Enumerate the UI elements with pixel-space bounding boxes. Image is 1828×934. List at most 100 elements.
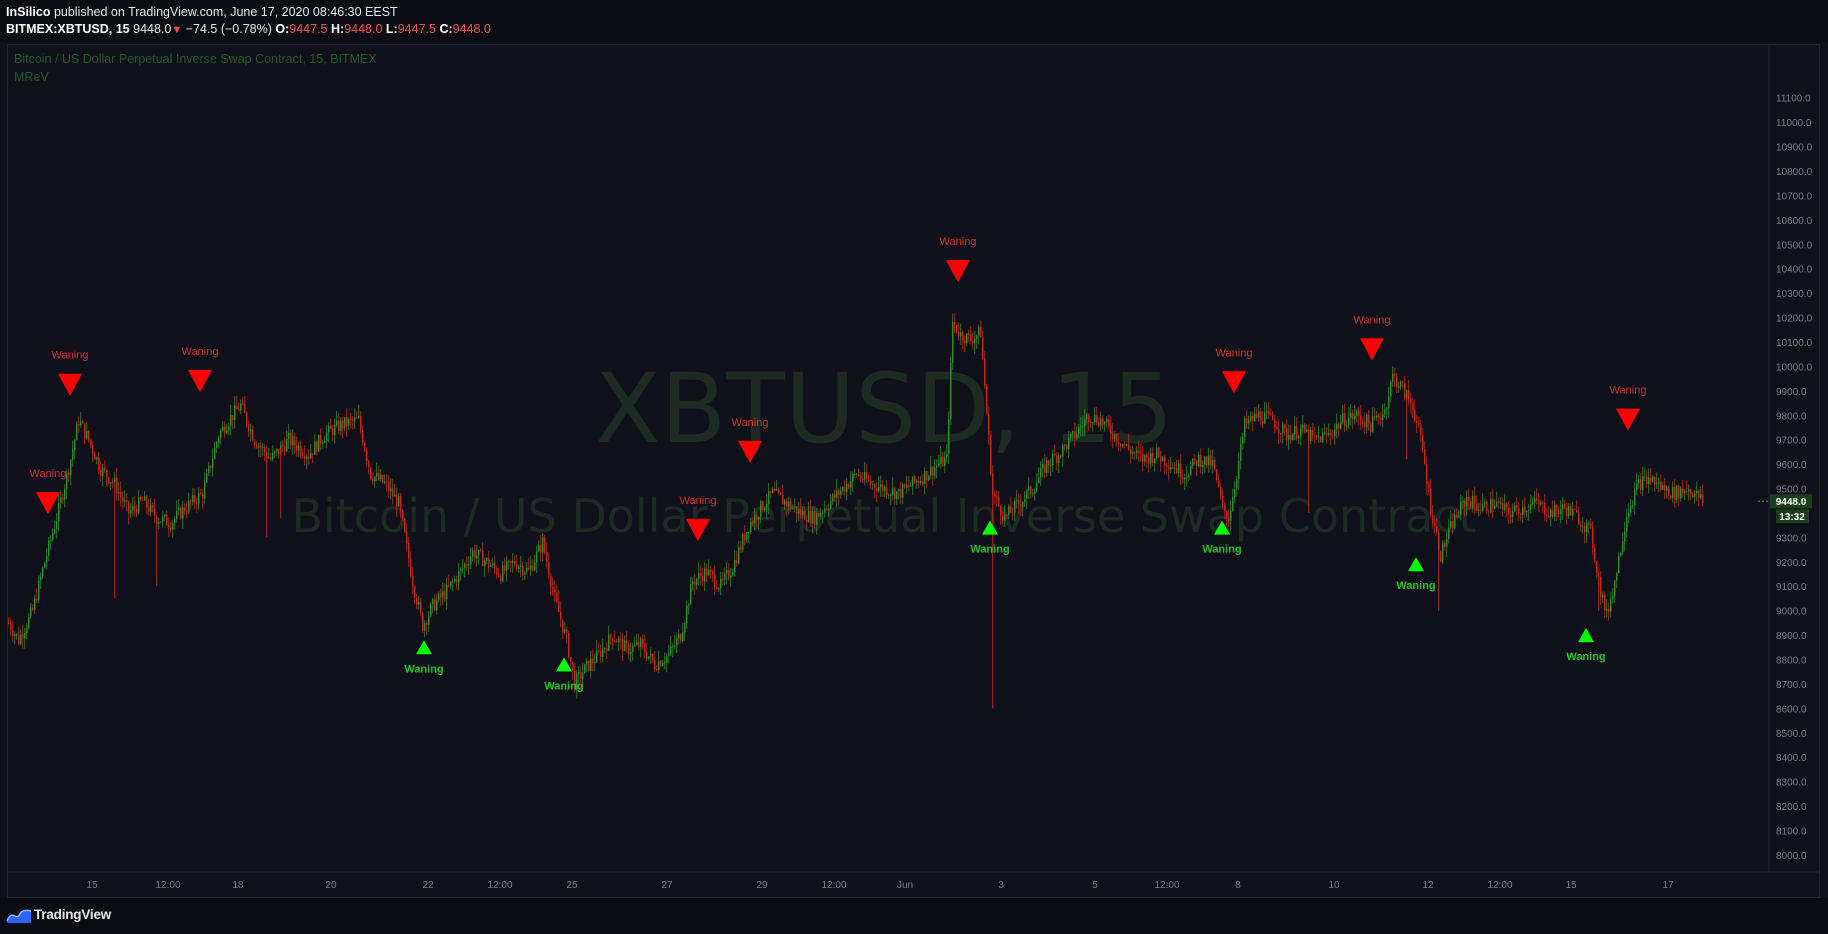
candle-body [882,484,884,492]
candle-body [1490,498,1492,513]
candle-body [1536,498,1538,501]
candle-body [326,432,328,441]
candle-body [774,488,776,491]
candle-body [1040,468,1042,478]
candle-body [948,419,950,454]
candle-body [330,425,332,429]
candle-body [1164,456,1166,466]
candle-body [46,555,48,563]
candle-body [98,457,100,470]
candle-body [644,643,646,653]
candle-body [96,457,98,460]
candle-body [42,567,44,577]
candle-body [492,563,494,566]
candle-body [1660,482,1662,490]
candle-body [1116,433,1118,443]
candle-body [1066,444,1068,450]
candle-body [908,485,910,487]
candle-body [922,480,924,484]
candle-body [732,572,734,576]
candle-body [274,451,276,453]
candle-body [264,446,266,453]
candle-body [1668,486,1670,497]
candle-body [1254,413,1256,422]
candle-body [284,446,286,452]
candle-body [464,564,466,569]
candle-body [1462,501,1464,503]
candle-body [1222,495,1224,504]
candle-body [862,478,864,480]
candle-body [1574,509,1576,511]
candle-body [1560,509,1562,515]
y-tick-label: 9100.0 [1776,582,1807,593]
candle-body [554,589,556,593]
candle-body [1194,458,1196,461]
candle-body [1676,485,1678,500]
candle-body [976,335,978,339]
candle-body [288,432,290,439]
candle-body [1522,507,1524,516]
candle-body [1078,426,1080,434]
candle-body [1500,502,1502,504]
candle-body [744,534,746,541]
candle-body [1358,410,1360,416]
candle-body [392,488,394,497]
candle-body [1460,502,1462,516]
x-tick-label: 22 [422,880,434,891]
candle-body [912,476,914,486]
x-tick-label: 12 [1422,880,1434,891]
candle-body [530,565,532,570]
last-price: 9448.0 [133,22,172,36]
candle-body [1020,503,1022,507]
candle-body [146,496,148,508]
candle-body [258,445,260,448]
candle-body [434,598,436,610]
candle-body [108,477,110,484]
candle-body [386,481,388,483]
candle-body [622,638,624,652]
candle-body [138,497,140,513]
candle-body [1408,390,1410,400]
price-chart[interactable]: XBTUSD, 15 Bitcoin / US Dollar Perpetual … [0,0,1828,898]
candle-body [1118,442,1120,444]
candle-body [892,488,894,495]
candle-body [1594,548,1596,562]
candle-body [116,477,118,494]
candle-body [660,661,662,666]
candle-body [1622,541,1624,553]
candle-body [1516,505,1518,509]
candle-body [550,575,552,587]
tradingview-logo-icon[interactable] [6,907,32,925]
candle-body [670,646,672,654]
candle-body [1422,435,1424,449]
low-value: 9447.5 [397,22,436,36]
candle-body [650,653,652,657]
candle-body [1244,418,1246,437]
candle-body [506,561,508,571]
candle-body [400,496,402,511]
candle-body [1356,410,1358,416]
indicator-name[interactable]: MReV [14,70,49,84]
candle-body [218,437,220,443]
candle-body [940,456,942,464]
symbol-label[interactable]: BITMEX:XBTUSD, 15 [6,22,130,36]
candle-body [1628,512,1630,517]
candle-body [1372,416,1374,432]
buy-signal-triangle-icon [1408,557,1424,572]
chart-frame[interactable] [7,44,1820,898]
candle-body [1572,509,1574,516]
candle-body [50,539,52,541]
candle-body [36,598,38,601]
author-name[interactable]: InSilico [6,5,51,19]
candle-body [340,420,342,432]
candle-body [700,573,702,577]
candle-body [68,472,70,475]
tradingview-brand[interactable]: TradingView [34,907,112,922]
candle-body [1360,415,1362,422]
candle-body [1414,410,1416,421]
candle-body [896,491,898,499]
candle-body [998,497,1000,506]
candle-body [374,476,376,482]
candle-body [202,493,204,499]
candle-body [238,409,240,411]
